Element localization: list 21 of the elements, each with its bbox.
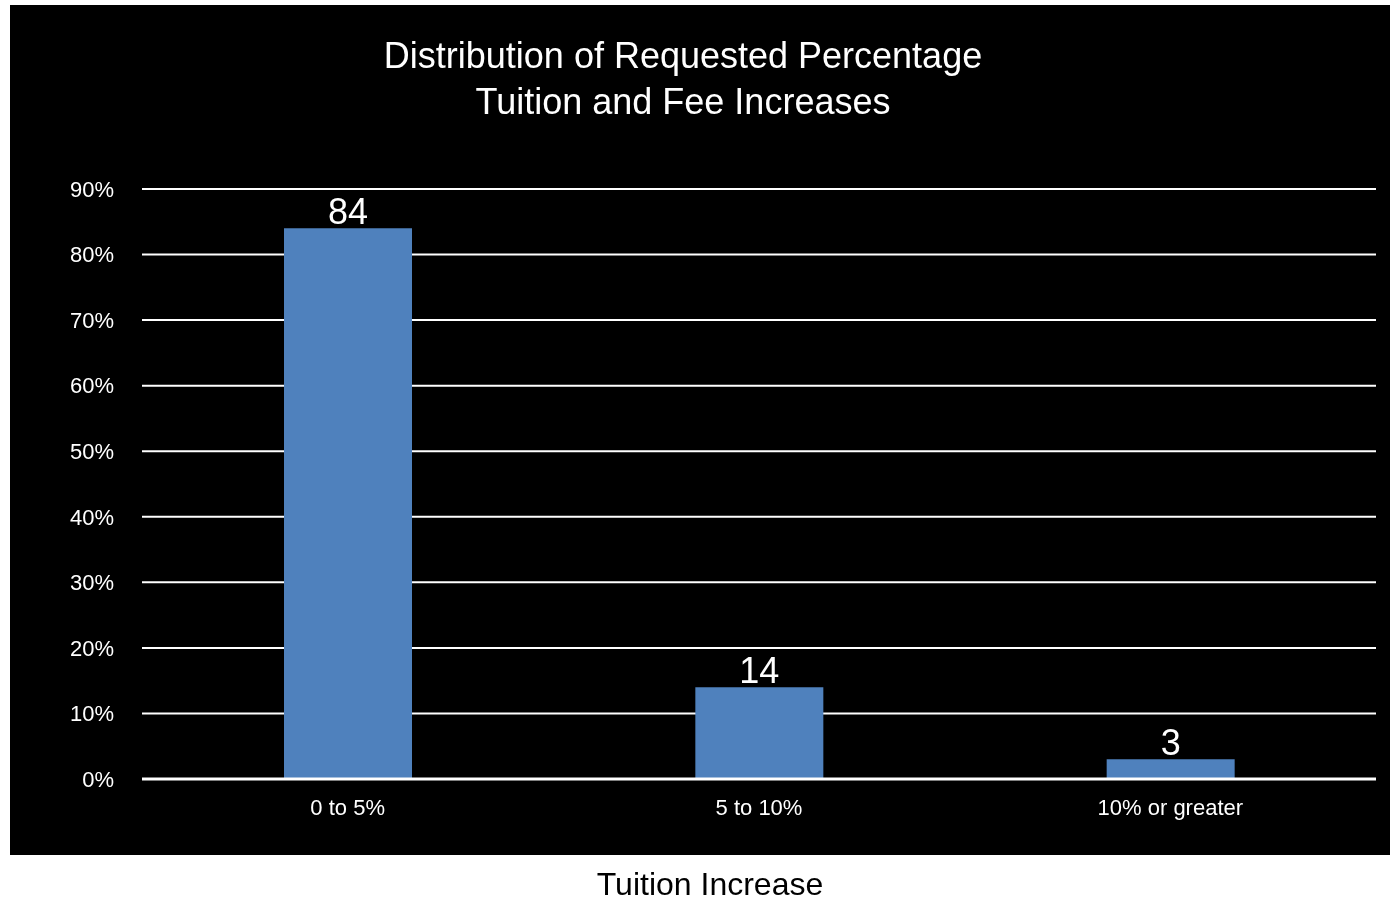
data-label: 14 [739,650,780,692]
bar [1106,759,1235,779]
y-tick-label: 60% [69,373,114,399]
y-tick-label: 90% [69,176,114,202]
data-label: 3 [1160,722,1181,764]
x-tick-label: 10% or greater [1097,794,1244,820]
y-tick-label: 0% [82,766,114,792]
x-tick-label: 5 to 10% [715,794,803,820]
bar [284,228,412,779]
y-tick-label: 70% [69,307,114,333]
y-tick-label: 40% [69,504,114,530]
y-tick-label: 50% [69,439,114,465]
y-tick-label: 30% [69,570,114,596]
y-tick-label: 20% [69,635,114,661]
y-tick-label: 80% [69,242,114,268]
x-axis-title: Tuition Increase [595,866,825,903]
data-label: 84 [327,191,369,233]
chart-title: Distribution of Requested Percentage Tuition and Fee Increases [382,34,984,124]
bar [695,687,824,779]
y-tick-label: 10% [69,701,114,727]
x-tick-label: 0 to 5% [310,794,385,820]
